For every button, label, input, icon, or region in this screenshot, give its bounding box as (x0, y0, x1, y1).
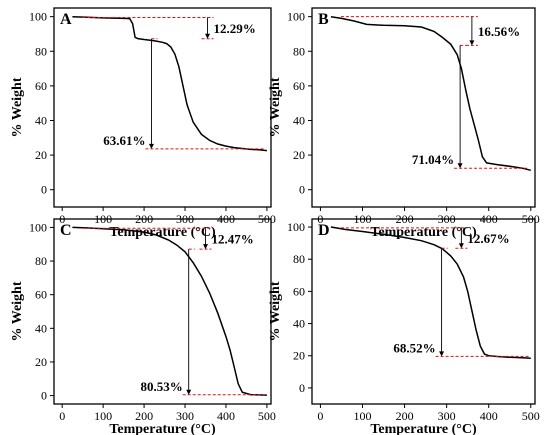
x-tick-label: 200 (135, 409, 153, 423)
x-tick-label: 0 (59, 409, 65, 423)
panel-label: D (318, 222, 330, 239)
y-tick-label: 20 (293, 148, 305, 162)
annotation-arrowhead (439, 351, 445, 357)
x-tick-label: 300 (438, 409, 456, 423)
y-axis-title: % Weight (10, 77, 25, 137)
y-tick-label: 80 (293, 44, 305, 58)
y-tick-label: 100 (29, 220, 47, 234)
x-axis-title: Temperature (°C) (370, 422, 477, 435)
x-tick-label: 100 (353, 409, 371, 423)
annotation-arrowhead (458, 243, 464, 249)
annotation-arrowhead (148, 143, 154, 149)
annotation-label: 80.53% (140, 379, 182, 394)
plot-frame (311, 218, 536, 405)
annotation-arrowhead (205, 33, 211, 39)
y-tick-label: 0 (299, 183, 305, 197)
y-tick-label: 20 (35, 148, 47, 162)
y-tick-label: 40 (35, 113, 47, 127)
annotation-label: 68.52% (393, 340, 435, 355)
y-tick-label: 100 (287, 10, 305, 24)
annotation-label: 16.56% (478, 24, 520, 39)
tga-curve (330, 226, 531, 359)
y-axis-title: % Weight (268, 281, 283, 341)
y-tick-label: 80 (293, 252, 305, 266)
y-axis-title: % Weight (10, 281, 25, 341)
y-axis-title: % Weight (268, 77, 283, 137)
annotation-arrowhead (457, 163, 463, 169)
y-tick-label: 60 (35, 79, 47, 93)
y-tick-label: 40 (293, 317, 305, 331)
y-tick-label: 40 (35, 321, 47, 335)
annotation-label: 12.47% (211, 232, 253, 247)
tga-curve (72, 226, 267, 396)
annotation-arrowhead (186, 389, 192, 395)
chart-panel-d: 0 100 200 300 400 500020406080100Temperature … (268, 218, 540, 435)
annotation-label: 12.67% (467, 231, 509, 246)
chart-panel-a: 0 100 200 300 400 500020406080100Temperature … (10, 7, 276, 240)
x-tick-label: 400 (480, 409, 498, 423)
y-tick-label: 20 (35, 355, 47, 369)
y-tick-label: 60 (293, 79, 305, 93)
x-tick-label: 300 (176, 409, 194, 423)
annotation-label: 63.61% (103, 133, 145, 148)
y-tick-label: 0 (299, 381, 305, 395)
annotation-label: 71.04% (412, 152, 454, 167)
y-tick-label: 0 (41, 389, 47, 403)
chart-panel-b: 0 100 200 300 400 500020406080100Temperature … (268, 7, 540, 240)
x-tick-label: 400 (217, 409, 235, 423)
x-tick-label: 0 (317, 409, 323, 423)
tga-curve (72, 15, 267, 152)
panel-label: A (60, 11, 72, 28)
x-axis-title: Temperature (°C) (109, 422, 216, 435)
annotation-arrowhead (469, 40, 475, 46)
y-tick-label: 60 (293, 284, 305, 298)
plot-frame (311, 7, 536, 208)
annotation-arrowhead (202, 244, 208, 250)
y-tick-label: 40 (293, 113, 305, 127)
y-tick-label: 0 (41, 183, 47, 197)
y-tick-label: 100 (29, 10, 47, 24)
y-tick-label: 80 (35, 44, 47, 58)
x-tick-label: 200 (396, 409, 414, 423)
plot-frame (53, 218, 272, 405)
annotation-label: 12.29% (214, 21, 256, 36)
tga-curve (330, 15, 531, 172)
panel-label: C (60, 222, 72, 239)
y-tick-label: 60 (35, 288, 47, 302)
plot-frame (53, 7, 272, 208)
chart-panel-c: 0 100 200 300 400 500020406080100Temperature … (10, 218, 276, 435)
panel-label: B (318, 11, 329, 28)
x-tick-label: 100 (94, 409, 112, 423)
y-tick-label: 100 (287, 220, 305, 234)
y-tick-label: 80 (35, 254, 47, 268)
y-tick-label: 20 (293, 349, 305, 363)
x-tick-label: 500 (522, 409, 540, 423)
x-tick-label: 500 (258, 409, 276, 423)
